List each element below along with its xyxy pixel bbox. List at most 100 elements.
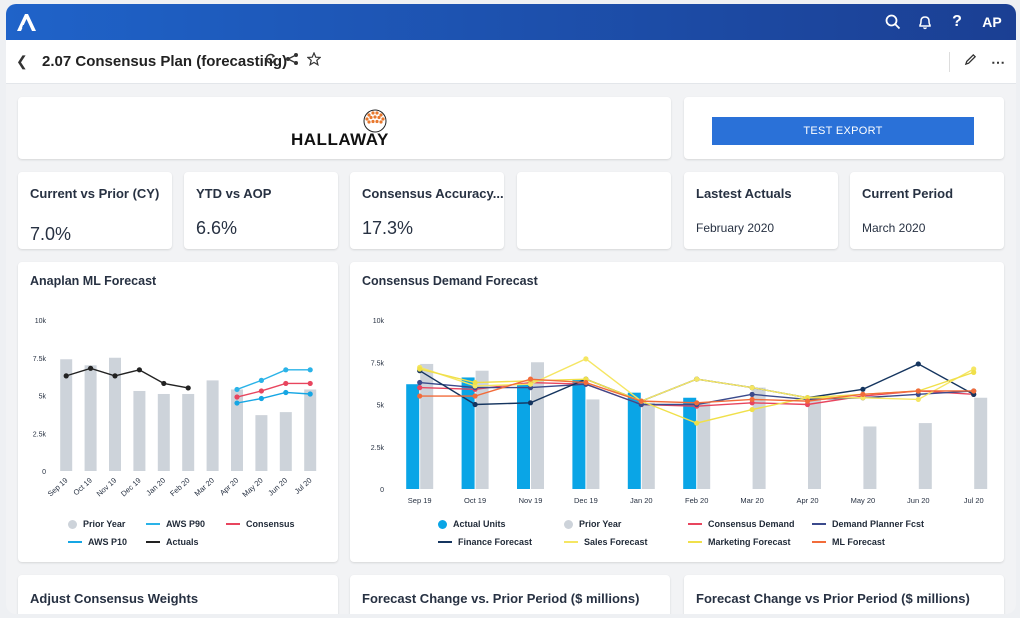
point-marketing-forecast: [749, 406, 755, 413]
bar-prior-year: [531, 362, 544, 489]
search-icon[interactable]: [884, 13, 902, 31]
legend-item-sales-forecast[interactable]: Sales Forecast: [564, 537, 648, 547]
ml-forecast-chart: 0 2.5k 5k 7.5k 10k Sep 19 Oct 19 Nov 19 Dec 19 Ja…: [33, 318, 317, 499]
y-tick-label: 0: [42, 469, 46, 476]
y-tick-label: 5k: [377, 403, 385, 410]
test-export-button[interactable]: TEST EXPORT: [712, 117, 974, 145]
legend-item-demand-planner[interactable]: Demand Planner Fcst: [812, 519, 924, 529]
legend-item-finance-forecast[interactable]: Finance Forecast: [438, 537, 532, 547]
legend-item-consensus-demand[interactable]: Consensus Demand: [688, 519, 795, 529]
brand-dots-icon: [363, 109, 387, 133]
card-title: Forecast Change vs Prior Period ($ milli…: [696, 591, 970, 606]
legend-item-prior-year[interactable]: Prior Year: [68, 519, 125, 529]
brand-name: HALLAWAY: [291, 130, 389, 149]
bar-prior-year: [182, 393, 195, 471]
more-options-icon[interactable]: ⋯: [991, 53, 1006, 70]
page-header: ❮ 2.07 Consensus Plan (forecasting) ⋯: [6, 40, 1016, 84]
x-tick-label: Sep 19: [46, 476, 70, 499]
legend-label: Demand Planner Fcst: [832, 519, 925, 529]
point-actuals: [63, 373, 69, 379]
point-finance-forecast: [527, 400, 534, 406]
bar-actual-units: [572, 379, 586, 489]
legend-label: Prior Year: [579, 519, 622, 529]
point-actuals: [136, 367, 142, 373]
legend-item-actual-units[interactable]: Actual Units: [438, 519, 506, 529]
point-aws-p90: [234, 386, 240, 393]
legend-item-aws-p90[interactable]: AWS P90: [146, 519, 205, 529]
bar-prior-year: [304, 389, 317, 471]
point-ml-forecast: [749, 396, 755, 403]
point-ml-forecast: [804, 398, 811, 404]
legend-label: Consensus: [246, 519, 295, 529]
x-tick-label: May 20: [851, 496, 876, 505]
point-demand-planner-fcst: [417, 379, 423, 386]
x-tick-label: Feb 20: [168, 476, 191, 498]
point-aws-p90: [283, 367, 289, 373]
share-icon[interactable]: [285, 52, 299, 69]
point-ml-forecast: [638, 398, 644, 404]
x-tick-label: Jun 20: [266, 476, 289, 498]
x-tick-label: Feb 20: [685, 496, 708, 505]
legend-swatch: [564, 519, 573, 529]
legend-item-consensus[interactable]: Consensus: [226, 519, 295, 529]
page-title: 2.07 Consensus Plan (forecasting): [42, 53, 288, 70]
bar-prior-year: [641, 402, 655, 489]
point-ml-forecast: [971, 388, 977, 394]
pencil-icon[interactable]: [964, 53, 977, 71]
legend-swatch: [438, 541, 452, 543]
legend-label: Actuals: [166, 537, 199, 547]
y-tick-label: 2.5k: [33, 431, 47, 438]
x-tick-label: Jan 20: [630, 496, 653, 505]
x-tick-label: Dec 19: [119, 476, 143, 499]
legend-item-actuals[interactable]: Actuals: [146, 537, 199, 547]
kpi-label: YTD vs AOP: [196, 186, 272, 201]
kpi-label: Lastest Actuals: [696, 186, 792, 201]
legend-swatch: [146, 523, 160, 525]
bar-prior-year: [586, 399, 600, 489]
legend-label: Sales Forecast: [584, 537, 648, 547]
point-consensus: [258, 388, 264, 394]
bar-prior-year: [84, 365, 97, 471]
point-actuals: [185, 385, 191, 391]
forecast-change-card: Forecast Change vs. Prior Period ($ mill…: [350, 575, 670, 614]
point-aws-p10: [234, 400, 240, 406]
point-sales-forecast: [749, 385, 755, 391]
kpi-card-ytd-vs-aop: YTD vs AOP 6.6%: [184, 172, 338, 249]
x-tick-label: Nov 19: [95, 476, 119, 499]
bar-actual-units: [517, 384, 530, 489]
card-title: Adjust Consensus Weights: [30, 591, 199, 606]
adjust-weights-card: Adjust Consensus Weights: [18, 575, 338, 614]
legend-item-marketing-forecast[interactable]: Marketing Forecast: [688, 537, 791, 547]
kpi-card-current-period: Current Period March 2020: [850, 172, 1004, 249]
legend-item-ml-forecast[interactable]: ML Forecast: [812, 537, 885, 547]
export-card: TEST EXPORT: [684, 97, 1004, 159]
divider: [949, 52, 950, 72]
bar-actual-units: [461, 377, 475, 489]
point-ml-forecast: [860, 391, 866, 397]
app-frame: ? AP ❮ 2.07 Consensus Plan (forecasting)…: [6, 4, 1016, 614]
y-tick-label: 7.5k: [371, 360, 385, 367]
point-finance-forecast: [472, 401, 478, 408]
x-tick-label: Apr 20: [796, 496, 818, 505]
bar-prior-year: [420, 363, 434, 489]
bar-prior-year: [808, 397, 821, 489]
help-icon[interactable]: ?: [952, 13, 962, 30]
legend-item-aws-p10[interactable]: AWS P10: [68, 537, 127, 547]
refresh-icon[interactable]: [264, 52, 277, 69]
bell-icon[interactable]: [916, 13, 934, 31]
y-tick-label: 2.5k: [371, 445, 385, 452]
bar-prior-year: [279, 412, 292, 471]
x-tick-label: Dec 19: [574, 496, 598, 505]
legend-item-prior-year[interactable]: Prior Year: [564, 519, 621, 529]
point-sales-forecast: [583, 356, 589, 362]
point-ml-forecast: [472, 393, 478, 399]
point-demand-planner-fcst: [749, 391, 755, 397]
star-icon[interactable]: [306, 51, 322, 69]
y-tick-label: 7.5k: [33, 356, 47, 363]
x-tick-label: Jun 20: [907, 496, 930, 505]
top-navigation-bar: ? AP: [6, 4, 1016, 40]
anaplan-logo-icon[interactable]: [14, 11, 38, 33]
avatar[interactable]: AP: [982, 14, 1002, 30]
legend-label: Finance Forecast: [458, 537, 533, 547]
back-chevron-icon[interactable]: ❮: [16, 53, 28, 69]
